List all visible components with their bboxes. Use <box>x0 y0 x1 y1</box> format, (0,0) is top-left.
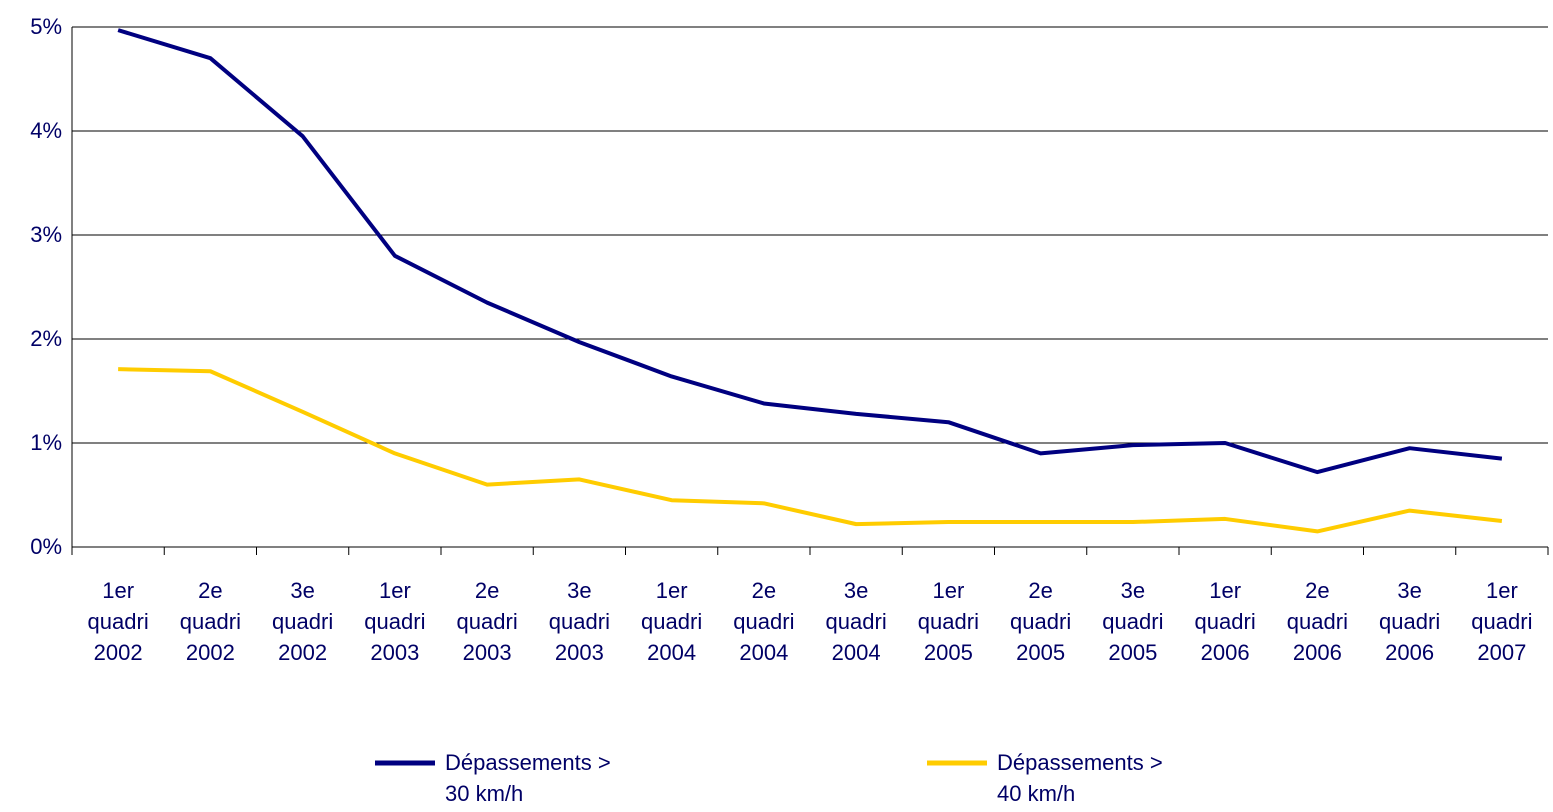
legend-label: Dépassements > 40 km/h <box>997 750 1163 806</box>
y-tick-label: 2% <box>30 326 62 351</box>
y-tick-label: 3% <box>30 222 62 247</box>
x-tick-label: 3e quadri 2005 <box>1102 578 1164 665</box>
x-tick-label: 2e quadri 2005 <box>1010 578 1072 665</box>
y-tick-label: 0% <box>30 534 62 559</box>
x-tick-label: 3e quadri 2004 <box>825 578 887 665</box>
y-tick-label: 5% <box>30 14 62 39</box>
legend-label: Dépassements > 30 km/h <box>445 750 611 806</box>
x-tick-label: 2e quadri 2002 <box>179 578 241 665</box>
x-tick-label: 1er quadri 2003 <box>364 578 426 665</box>
x-tick-label: 1er quadri 2005 <box>917 578 979 665</box>
line <box>118 367 1503 534</box>
x-tick-label: 3e quadri 2002 <box>272 578 334 665</box>
y-tick-label: 1% <box>30 430 62 455</box>
y-tick-label: 4% <box>30 118 62 143</box>
line <box>117 28 1503 475</box>
x-tick-label: 2e quadri 2003 <box>456 578 518 665</box>
x-tick-label: 1er quadri 2007 <box>1471 578 1533 665</box>
x-tick-label: 3e quadri 2003 <box>548 578 610 665</box>
x-tick-label: 1er quadri 2004 <box>641 578 703 665</box>
x-tick-label: 1er quadri 2002 <box>87 578 149 665</box>
x-tick-label: 3e quadri 2006 <box>1379 578 1441 665</box>
x-tick-label: 2e quadri 2006 <box>1286 578 1348 665</box>
x-tick-label: 1er quadri 2006 <box>1194 578 1256 665</box>
x-tick-label: 2e quadri 2004 <box>733 578 795 665</box>
